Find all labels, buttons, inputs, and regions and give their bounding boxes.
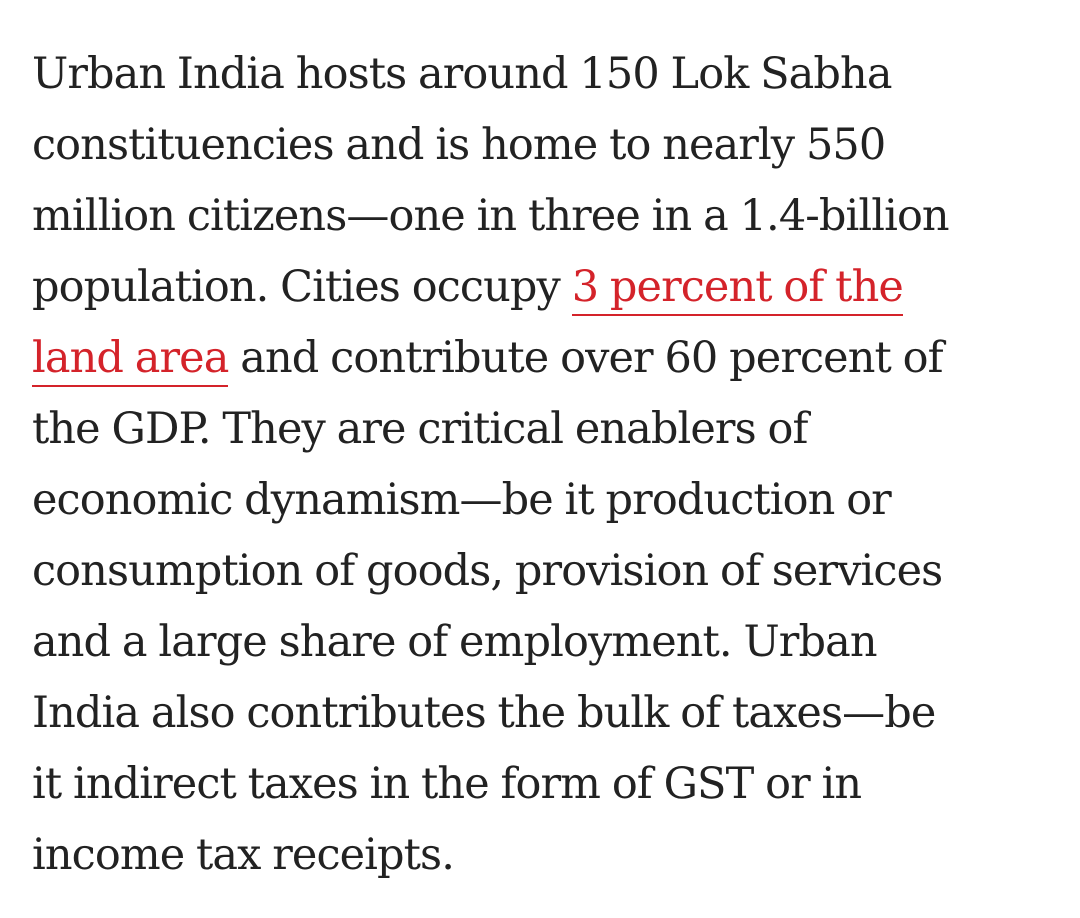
- paragraph-line: population. Cities occupy 3 percent of t…: [32, 252, 1062, 323]
- paragraph-line: economic dynamism—be it production or: [32, 475, 892, 525]
- paragraph-line: India also contributes the bulk of taxes…: [32, 688, 936, 738]
- paragraph-line: it indirect taxes in the form of GST or …: [32, 759, 862, 809]
- article-paragraph: Urban India hosts around 150 Lok Sabha c…: [32, 0, 1062, 891]
- paragraph-line: income tax receipts.: [32, 830, 455, 880]
- paragraph-line: constituencies and is home to nearly 550: [32, 120, 886, 170]
- paragraph-text: population. Cities occupy: [32, 262, 572, 312]
- paragraph-line: and a large share of employment. Urban: [32, 617, 878, 667]
- paragraph-line: land area and contribute over 60 percent…: [32, 323, 1062, 394]
- paragraph-text: and contribute over 60 percent of: [228, 333, 943, 383]
- paragraph-line: million citizens—one in three in a 1.4-b…: [32, 191, 950, 241]
- land-area-link-part-2[interactable]: land area: [32, 333, 229, 387]
- paragraph-line: the GDP. They are critical enablers of: [32, 404, 808, 454]
- land-area-link-part-1[interactable]: 3 percent of the: [571, 262, 904, 316]
- paragraph-line: Urban India hosts around 150 Lok Sabha: [32, 49, 892, 99]
- paragraph-line: consumption of goods, provision of servi…: [32, 546, 943, 596]
